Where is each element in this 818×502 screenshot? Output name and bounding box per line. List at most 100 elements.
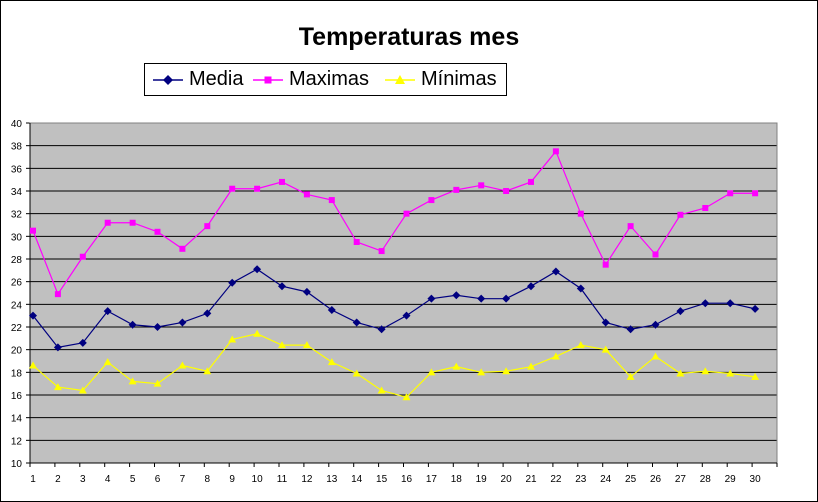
x-tick-label: 1 bbox=[30, 474, 36, 485]
y-tick-label: 16 bbox=[11, 391, 23, 402]
data-point bbox=[726, 369, 735, 377]
data-point bbox=[427, 368, 436, 376]
x-tick-label: 23 bbox=[575, 474, 587, 485]
x-tick-label: 19 bbox=[476, 474, 488, 485]
data-point bbox=[576, 284, 585, 293]
x-tick-label: 25 bbox=[625, 474, 637, 485]
data-point bbox=[128, 377, 137, 385]
x-tick-label: 21 bbox=[525, 474, 537, 485]
x-tick-label: 13 bbox=[326, 474, 338, 485]
y-tick-label: 26 bbox=[11, 278, 23, 289]
x-tick-label: 17 bbox=[426, 474, 438, 485]
data-point bbox=[153, 323, 162, 331]
data-point bbox=[478, 182, 485, 189]
x-tick-label: 18 bbox=[451, 474, 463, 485]
data-point bbox=[751, 304, 760, 313]
x-tick-label: 10 bbox=[252, 474, 264, 485]
y-tick-label: 30 bbox=[11, 232, 23, 243]
data-point bbox=[377, 325, 386, 334]
x-tick-label: 16 bbox=[401, 474, 413, 485]
legend-marker-media bbox=[153, 74, 183, 85]
data-point bbox=[551, 267, 560, 276]
y-tick-label: 18 bbox=[11, 368, 23, 379]
x-tick-label: 14 bbox=[351, 474, 363, 485]
data-point bbox=[627, 223, 634, 230]
data-point bbox=[279, 178, 285, 185]
series-line-0 bbox=[32, 268, 756, 349]
data-point bbox=[651, 320, 660, 329]
x-tick-label: 9 bbox=[229, 474, 235, 485]
data-point bbox=[378, 248, 385, 255]
y-tick-label: 14 bbox=[11, 414, 23, 425]
data-point bbox=[103, 307, 112, 316]
data-point bbox=[103, 358, 112, 366]
y-tick-label: 20 bbox=[11, 346, 23, 357]
y-tick-label: 36 bbox=[11, 164, 23, 175]
legend-item-media: Media bbox=[151, 64, 243, 95]
data-point bbox=[327, 306, 336, 314]
data-point bbox=[626, 325, 635, 334]
data-point bbox=[78, 386, 87, 394]
data-point bbox=[253, 329, 262, 337]
x-tick-label: 4 bbox=[105, 474, 111, 485]
y-tick-label: 38 bbox=[11, 142, 23, 153]
data-point bbox=[651, 352, 660, 360]
data-point bbox=[30, 227, 36, 234]
data-point bbox=[527, 282, 535, 291]
data-point bbox=[54, 291, 61, 298]
data-point bbox=[129, 219, 136, 226]
data-point bbox=[179, 245, 186, 252]
data-point bbox=[428, 197, 435, 204]
data-point bbox=[652, 251, 659, 258]
y-tick-label: 40 bbox=[11, 119, 23, 130]
data-point bbox=[701, 299, 710, 308]
x-tick-label: 26 bbox=[650, 474, 662, 485]
data-point bbox=[676, 307, 685, 316]
x-tick-label: 11 bbox=[277, 474, 288, 485]
series-line-2 bbox=[32, 333, 756, 398]
data-point bbox=[352, 369, 361, 377]
data-point bbox=[327, 358, 336, 366]
data-point bbox=[228, 335, 237, 343]
data-point bbox=[403, 210, 410, 217]
data-point bbox=[676, 369, 685, 377]
data-point bbox=[352, 318, 361, 327]
data-point bbox=[752, 190, 759, 197]
data-point bbox=[477, 294, 486, 303]
data-point bbox=[727, 190, 734, 197]
y-tick-label: 32 bbox=[11, 210, 23, 221]
y-tick-label: 24 bbox=[11, 300, 23, 311]
data-point bbox=[254, 185, 261, 192]
x-tick-label: 28 bbox=[700, 474, 712, 485]
data-point bbox=[128, 320, 137, 329]
data-point bbox=[104, 219, 111, 226]
data-point bbox=[702, 205, 709, 211]
data-point bbox=[204, 223, 211, 230]
data-point bbox=[726, 299, 735, 308]
data-point bbox=[78, 338, 87, 347]
data-point bbox=[601, 318, 610, 327]
data-point bbox=[178, 361, 187, 369]
data-point bbox=[552, 148, 559, 155]
x-tick-label: 7 bbox=[180, 474, 186, 485]
x-tick-label: 22 bbox=[550, 474, 562, 485]
data-point bbox=[53, 383, 62, 391]
data-point bbox=[353, 239, 360, 245]
y-tick-label: 28 bbox=[11, 255, 23, 266]
data-point bbox=[527, 362, 535, 370]
data-point bbox=[278, 341, 286, 349]
data-point bbox=[701, 367, 710, 375]
x-tick-label: 6 bbox=[155, 474, 161, 485]
legend-marker-minimas bbox=[385, 74, 415, 84]
x-tick-label: 24 bbox=[600, 474, 612, 485]
y-tick-label: 12 bbox=[11, 436, 23, 447]
data-point bbox=[452, 291, 461, 300]
data-point bbox=[278, 282, 286, 291]
y-tick-label: 34 bbox=[11, 187, 23, 198]
data-point bbox=[626, 372, 635, 380]
series-line-1 bbox=[32, 150, 756, 296]
data-point bbox=[677, 211, 684, 218]
x-tick-label: 12 bbox=[301, 474, 313, 485]
data-point bbox=[154, 228, 161, 235]
